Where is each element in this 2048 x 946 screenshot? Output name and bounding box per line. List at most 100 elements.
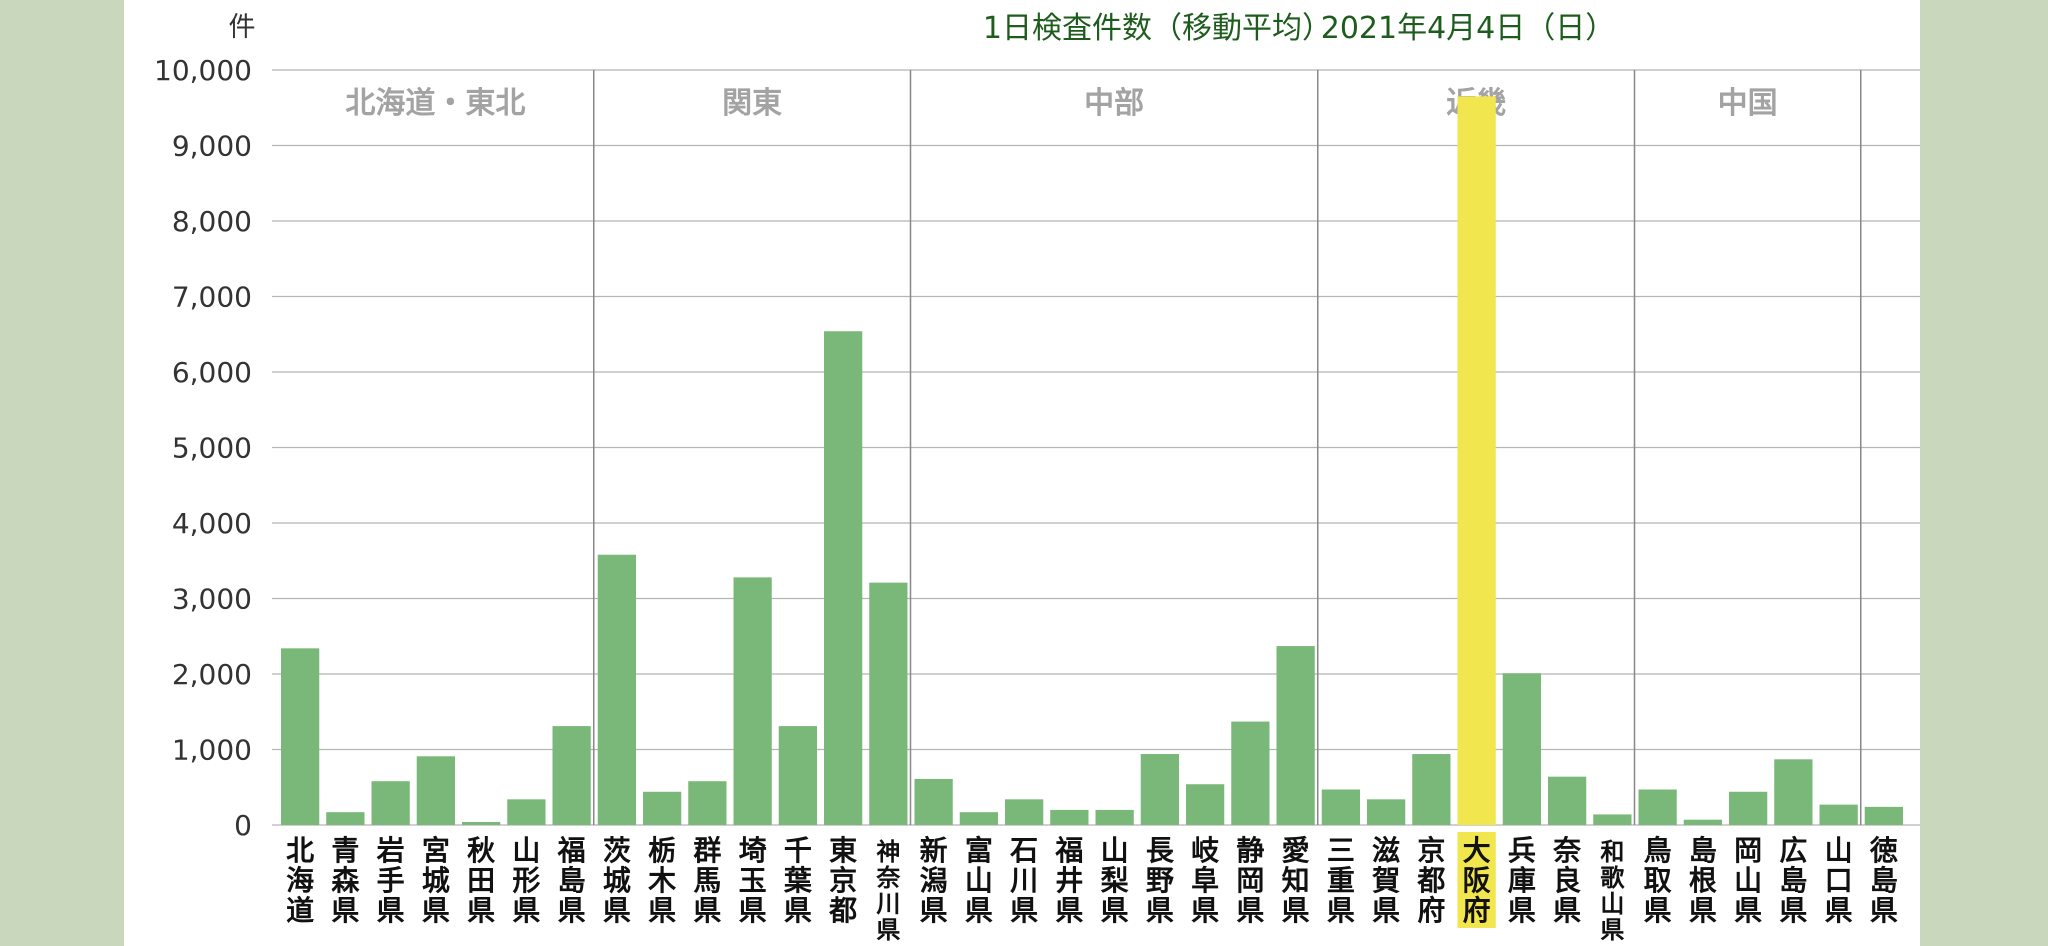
- x-category-label: 島根県: [1689, 834, 1717, 927]
- chart-title: 1日検査件数（移動平均）: [983, 11, 1332, 46]
- x-category-label: 福島県: [557, 834, 586, 927]
- svg-text:北海道: 北海道: [286, 834, 314, 927]
- bar: [1276, 646, 1315, 825]
- bar: [597, 554, 636, 825]
- chart-date: 2021年4月4日（日）: [1321, 11, 1616, 46]
- bar: [1864, 806, 1903, 825]
- x-category-label: 宮城県: [422, 834, 450, 927]
- grid-layer: [272, 69, 1920, 826]
- bar: [1367, 799, 1406, 825]
- bar: [1638, 789, 1677, 825]
- svg-text:東京都: 東京都: [828, 834, 857, 927]
- x-category-label: 三重県: [1327, 834, 1355, 927]
- svg-text:大阪府: 大阪府: [1463, 834, 1491, 927]
- svg-text:鳥取県: 鳥取県: [1644, 834, 1672, 927]
- svg-text:神奈川県: 神奈川県: [875, 838, 901, 944]
- bar: [1457, 96, 1496, 826]
- svg-text:千葉県: 千葉県: [783, 834, 813, 927]
- svg-text:茨城県: 茨城県: [603, 834, 631, 927]
- x-category-label: 神奈川県: [875, 838, 901, 944]
- x-category-label: 石川県: [1009, 834, 1038, 927]
- bar: [1186, 784, 1225, 825]
- svg-text:山形県: 山形県: [512, 834, 540, 927]
- svg-text:和歌山県: 和歌山県: [1600, 838, 1625, 944]
- y-tick-label: 1,000: [172, 734, 252, 767]
- bar-layer: [281, 96, 1903, 826]
- y-axis-unit-label: 件: [229, 12, 256, 43]
- highlight-label-bg: [1457, 832, 1496, 928]
- x-category-label: 鳥取県: [1644, 834, 1672, 927]
- y-tick-label: 3,000: [172, 583, 252, 616]
- y-tick-label: 10,000: [154, 54, 252, 87]
- x-category-label: 長野県: [1146, 834, 1175, 927]
- y-tick-label: 8,000: [172, 205, 252, 238]
- svg-text:富山県: 富山県: [965, 834, 993, 927]
- x-category-label: 静岡県: [1236, 834, 1264, 927]
- svg-text:徳島県: 徳島県: [1869, 834, 1898, 927]
- x-category-label: 新潟県: [920, 834, 948, 927]
- bar: [643, 791, 682, 825]
- bar: [1095, 809, 1134, 825]
- x-category-label: 北海道: [286, 834, 314, 927]
- y-tick-label: 5,000: [172, 432, 252, 465]
- x-category-label: 岐阜県: [1191, 834, 1219, 927]
- svg-text:岐阜県: 岐阜県: [1191, 834, 1219, 927]
- svg-text:広島県: 広島県: [1779, 834, 1807, 927]
- x-category-label: 山口県: [1825, 834, 1853, 927]
- bar: [1683, 819, 1722, 825]
- bar: [1774, 759, 1813, 825]
- svg-text:兵庫県: 兵庫県: [1508, 834, 1536, 927]
- svg-text:宮城県: 宮城県: [422, 834, 450, 927]
- chart-panel: 北海道・東北関東中部近畿中国 0 1,000 2,000 3,000 4,000 5,00…: [124, 0, 1920, 946]
- x-category-label: 兵庫県: [1508, 834, 1536, 927]
- svg-text:福島県: 福島県: [557, 834, 586, 927]
- bar: [1729, 791, 1768, 825]
- svg-text:山梨県: 山梨県: [1101, 834, 1129, 927]
- y-tick-label: 0: [234, 809, 252, 842]
- bar: [462, 821, 501, 825]
- svg-text:青森県: 青森県: [331, 834, 360, 927]
- x-label-layer: 北海道青森県岩手県宮城県秋田県山形県福島県茨城県栃木県群馬県埼玉県千葉県東京都神…: [286, 832, 1898, 944]
- x-category-label: 広島県: [1779, 834, 1807, 927]
- svg-text:岡山県: 岡山県: [1734, 834, 1762, 927]
- region-label: 北海道・東北: [345, 86, 525, 121]
- bar: [1321, 789, 1360, 825]
- bar: [1140, 754, 1179, 825]
- x-category-label: 愛知県: [1282, 834, 1310, 927]
- bar: [778, 726, 817, 825]
- svg-text:新潟県: 新潟県: [920, 834, 948, 927]
- bar: [1593, 814, 1632, 825]
- x-category-label: 埼玉県: [739, 834, 767, 927]
- y-tick-label: 6,000: [172, 356, 252, 389]
- bar: [552, 726, 591, 825]
- x-category-label: 東京都: [828, 834, 857, 927]
- bar: [688, 781, 727, 825]
- bar: [869, 582, 908, 825]
- region-layer: 北海道・東北関東中部近畿中国: [345, 70, 1862, 825]
- svg-text:埼玉県: 埼玉県: [739, 834, 767, 927]
- svg-text:長野県: 長野県: [1146, 834, 1175, 927]
- x-category-label: 秋田県: [467, 834, 496, 927]
- x-category-label: 山形県: [512, 834, 540, 927]
- bar: [824, 331, 863, 825]
- bar: [1412, 754, 1451, 825]
- y-tick-label: 4,000: [172, 507, 252, 540]
- x-category-label: 千葉県: [783, 834, 813, 927]
- y-tick-label: 7,000: [172, 281, 252, 314]
- x-category-label: 滋賀県: [1371, 834, 1400, 927]
- bar: [507, 799, 546, 825]
- svg-text:岩手県: 岩手県: [376, 834, 405, 927]
- x-category-label: 京都府: [1416, 834, 1445, 927]
- x-category-label: 徳島県: [1869, 834, 1898, 927]
- y-tick-label: 2,000: [172, 658, 252, 691]
- bar: [914, 778, 953, 825]
- bar: [1819, 804, 1858, 825]
- bar: [371, 781, 410, 825]
- bar: [326, 812, 365, 825]
- y-tick-layer: 0 1,000 2,000 3,000 4,000 5,000 6,000 7,000 8,00…: [154, 54, 252, 842]
- bar: [1502, 673, 1541, 825]
- x-category-label: 岡山県: [1734, 834, 1762, 927]
- svg-text:福井県: 福井県: [1054, 834, 1083, 927]
- region-label: 中国: [1718, 86, 1778, 121]
- region-label: 中部: [1084, 86, 1144, 121]
